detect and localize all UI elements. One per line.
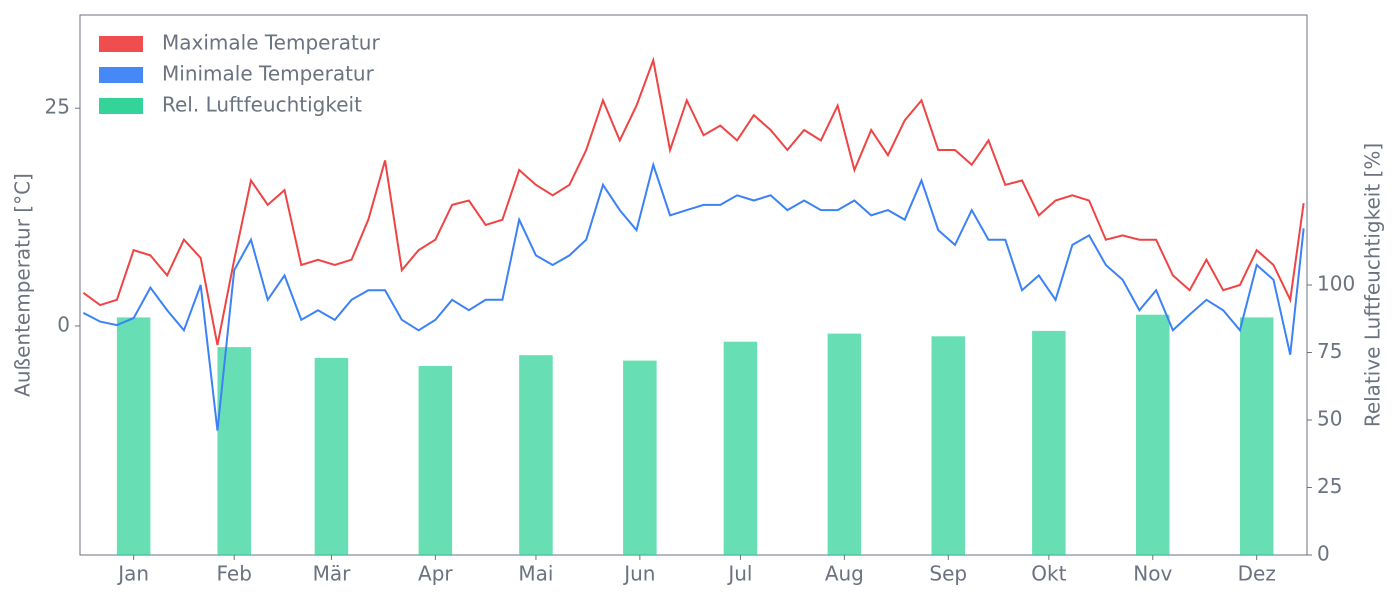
x-tick-label: Feb: [217, 562, 252, 586]
x-tick-label: Jun: [622, 562, 655, 586]
y-axis-label: Außentemperatur [°C]: [11, 173, 35, 397]
humidity-bar: [623, 360, 657, 555]
temperature-line: [82, 56, 1305, 346]
humidity-bar: [116, 317, 151, 555]
legend-swatch: [99, 98, 143, 114]
humidity-bar: [418, 366, 453, 555]
y2-tick-label: 0: [1317, 542, 1330, 566]
x-tick-label: Sep: [929, 562, 967, 586]
humidity-bar: [1032, 330, 1066, 555]
humidity-bar: [931, 336, 966, 555]
x-tick-label: Jul: [726, 562, 752, 586]
humidity-bar: [1239, 317, 1274, 555]
x-tick-label: Mai: [518, 562, 553, 586]
legend-swatch: [99, 67, 143, 83]
x-tick-label: Apr: [418, 562, 453, 586]
x-tick-label: Mär: [313, 562, 352, 586]
x-tick-label: Jan: [116, 562, 149, 586]
humidity-bar: [519, 355, 553, 555]
legend-label: Rel. Luftfeuchtigkeit: [162, 93, 362, 117]
x-tick-label: Dez: [1238, 562, 1276, 586]
y2-tick-label: 75: [1317, 339, 1342, 363]
humidity-bar: [827, 333, 862, 555]
x-tick-label: Okt: [1031, 562, 1066, 586]
humidity-bar: [723, 341, 758, 555]
y2-axis-label: Relative Luftfeuchtigkeit [%]: [1361, 143, 1385, 427]
x-tick-label: Nov: [1133, 562, 1172, 586]
humidity-bar: [314, 357, 349, 555]
y2-tick-label: 50: [1317, 407, 1342, 431]
legend-label: Maximale Temperatur: [162, 31, 380, 55]
humidity-bar: [1136, 314, 1170, 555]
y2-tick-label: 100: [1317, 272, 1355, 296]
legend-swatch: [99, 36, 143, 52]
y-tick-label: 0: [57, 312, 70, 336]
legend-label: Minimale Temperatur: [162, 62, 375, 86]
y-tick-label: 25: [45, 95, 70, 119]
y2-tick-label: 25: [1317, 474, 1342, 498]
x-tick-label: Aug: [825, 562, 864, 586]
temperature-line: [82, 161, 1305, 431]
